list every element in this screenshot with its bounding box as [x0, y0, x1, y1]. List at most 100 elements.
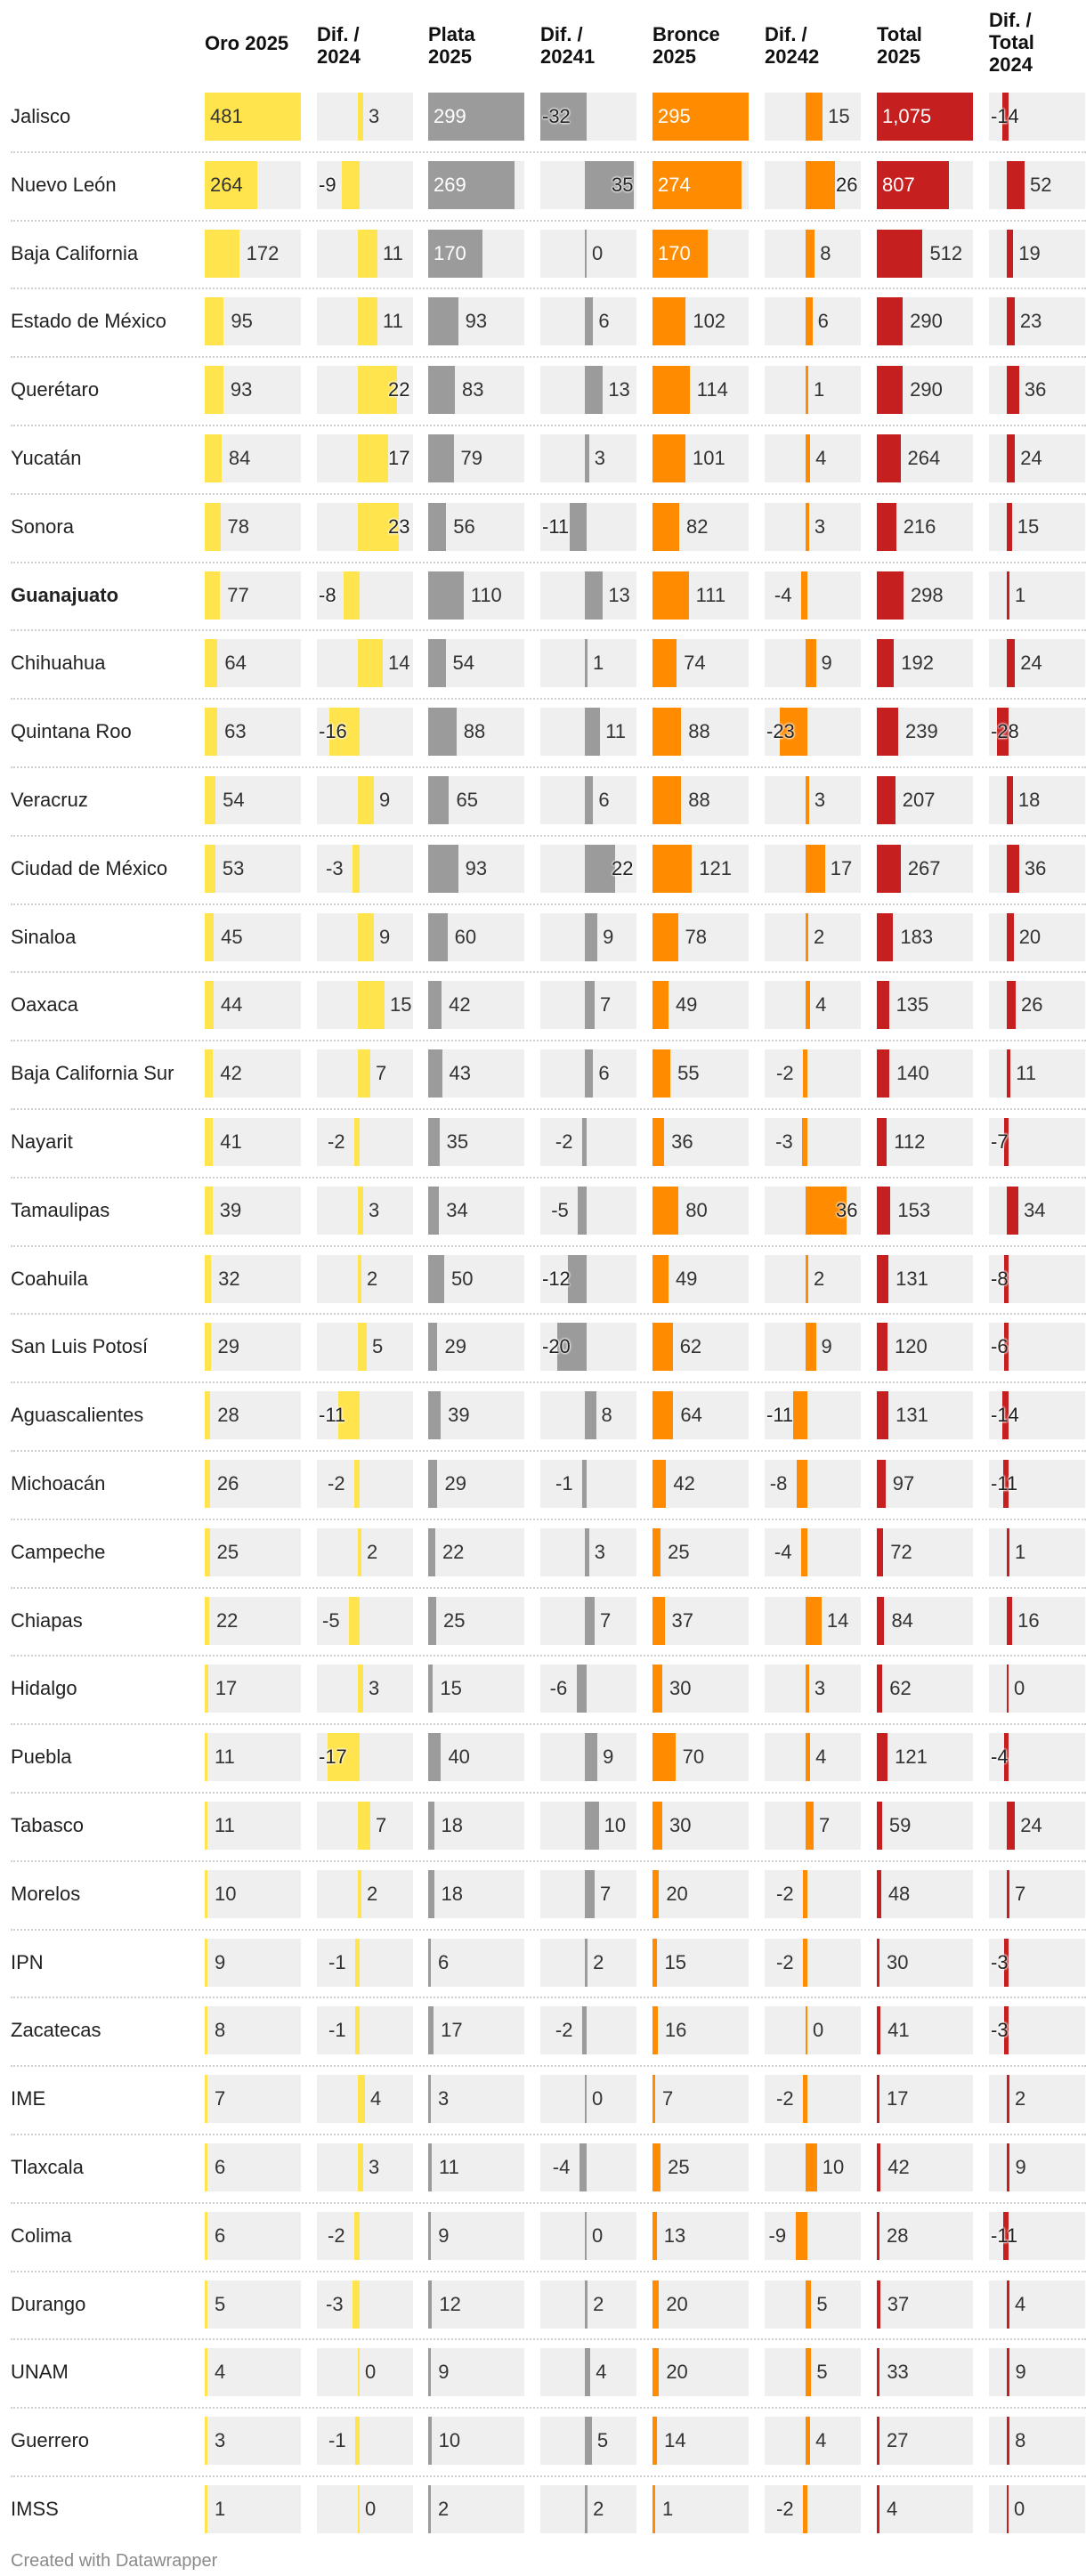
- bar-dif_oro-campeche: [358, 1527, 361, 1576]
- zero-axis: [806, 1938, 807, 1987]
- bar-oro-aguascalientes: [205, 1391, 211, 1440]
- value-dif_bronce-guanajuato: -4: [774, 583, 792, 606]
- zero-axis: [358, 1118, 360, 1166]
- value-plata-colima: 9: [438, 2224, 450, 2247]
- value-bronce-zacatecas: 16: [664, 2019, 687, 2042]
- bar-oro-morelos: [205, 1869, 207, 1918]
- value-plata-guanajuato: 110: [470, 583, 502, 606]
- value-dif_oro-zacatecas: -1: [328, 2019, 346, 2042]
- bar-dif_plata-morelos: [585, 1869, 595, 1918]
- cell-bg: [317, 1527, 413, 1576]
- value-bronce-sinaloa: 78: [685, 925, 708, 948]
- bar-bronce-baja-california: [652, 229, 709, 278]
- cell-bg: [765, 366, 861, 415]
- value-dif_bronce-michoacan: -8: [769, 1472, 788, 1495]
- cell-bg: [877, 2006, 973, 2055]
- row-separator: [11, 288, 1086, 290]
- cell-bg: [540, 2143, 636, 2191]
- zero-axis: [585, 1118, 587, 1166]
- cell-bg: [317, 93, 413, 141]
- row-label-aguascalientes: Aguascalientes: [11, 1404, 144, 1427]
- bar-dif_bronce-nayarit: [802, 1118, 806, 1166]
- value-oro-oaxaca: 44: [220, 993, 243, 1017]
- value-dif_oro-aguascalientes: -11: [319, 1404, 346, 1427]
- value-dif_plata-hidalgo: -6: [549, 1677, 568, 1700]
- cell-bg: [652, 1596, 749, 1645]
- bar-oro-hidalgo: [205, 1665, 208, 1713]
- bar-dif_oro-nuevo-leon: [342, 160, 358, 209]
- bar-plata-campeche: [428, 1527, 435, 1576]
- row-separator: [11, 1586, 1086, 1589]
- row-label-guanajuato: Guanajuato: [11, 583, 119, 606]
- zero-axis: [585, 1254, 587, 1303]
- value-dif_oro-sonora: 23: [388, 514, 410, 538]
- row-label-colima: Colima: [11, 2224, 72, 2247]
- bar-dif_oro-baja-california: [358, 229, 377, 278]
- row-label-veracruz: Veracruz: [11, 789, 88, 811]
- cell-bg: [540, 639, 636, 688]
- cell-bg: [540, 2211, 636, 2260]
- bar-bronce-jalisco: [652, 93, 749, 141]
- cell-bg: [652, 1665, 749, 1713]
- cell-bg: [428, 1323, 524, 1372]
- cell-bg: [540, 2485, 636, 2533]
- value-bronce-yucatan: 101: [692, 447, 725, 469]
- row-label-tabasco: Tabasco: [11, 1814, 84, 1836]
- bar-oro-zacatecas: [205, 2006, 207, 2055]
- bar-dif_total-chiapas: [1007, 1596, 1013, 1645]
- bar-bronce-ime: [652, 2075, 655, 2124]
- value-dif_bronce-zacatecas: 0: [813, 2019, 824, 2042]
- bar-dif_total-coahuila: [1003, 1254, 1007, 1303]
- bar-oro-guanajuato: [205, 571, 221, 620]
- value-dif_oro-chihuahua: 14: [388, 652, 410, 675]
- cell-bg: [652, 1938, 749, 1987]
- value-dif_total-jalisco: -14: [991, 105, 1019, 127]
- bar-dif_total-morelos: [1007, 1869, 1009, 1918]
- value-dif_total-tlaxcala: 9: [1015, 2156, 1026, 2178]
- zero-axis: [1007, 2485, 1009, 2533]
- bar-total-unam: [877, 2348, 880, 2397]
- cell-bg: [989, 1527, 1085, 1576]
- value-dif_total-imss: 0: [1014, 2498, 1025, 2520]
- bar-dif_bronce-sinaloa: [806, 912, 808, 961]
- value-oro-guanajuato: 77: [227, 583, 249, 606]
- value-bronce-imss: 1: [662, 2498, 674, 2520]
- bar-total-morelos: [877, 1869, 881, 1918]
- cell-bg: [540, 2280, 636, 2329]
- bar-dif_oro-san-luis-potosi: [358, 1323, 367, 1372]
- bar-bronce-michoacan: [652, 1460, 667, 1508]
- bar-total-aguascalientes: [877, 1391, 889, 1440]
- cell-bg: [877, 1323, 973, 1372]
- cell-bg: [989, 1049, 1085, 1098]
- bar-dif_oro-tamaulipas: [358, 1186, 363, 1235]
- cell-bg: [205, 502, 301, 551]
- bar-oro-veracruz: [205, 776, 216, 824]
- cell-bg: [428, 2485, 524, 2533]
- cell-bg: [540, 1665, 636, 1713]
- value-dif_oro-tabasco: 7: [376, 1814, 387, 1836]
- cell-bg: [765, 297, 861, 346]
- cell-bg: [428, 1869, 524, 1918]
- cell-bg: [989, 2280, 1085, 2329]
- row-label-yucatan: Yucatán: [11, 447, 82, 469]
- value-plata-queretaro: 83: [461, 378, 484, 401]
- bar-total-tlaxcala: [877, 2143, 881, 2191]
- value-dif_bronce-ipn: -2: [776, 1950, 794, 1973]
- cell-bg: [205, 1391, 301, 1440]
- cell-bg: [205, 1254, 301, 1303]
- value-total-ime: 17: [887, 2087, 909, 2110]
- footer-credit: Created with Datawrapper: [11, 2551, 218, 2571]
- bar-dif_total-jalisco: [1001, 93, 1007, 141]
- bar-dif_plata-campeche: [585, 1527, 589, 1576]
- bar-dif_oro-tlaxcala: [358, 2143, 363, 2191]
- bar-dif_plata-hidalgo: [576, 1665, 585, 1713]
- value-total-oaxaca: 135: [896, 993, 929, 1017]
- row-separator: [11, 219, 1086, 222]
- bar-dif_total-colima: [1002, 2211, 1007, 2260]
- bar-dif_bronce-oaxaca: [806, 981, 811, 1030]
- bar-bronce-sonora: [652, 502, 680, 551]
- cell-bg: [205, 2143, 301, 2191]
- row-separator: [11, 561, 1086, 563]
- bar-dif_oro-chiapas: [349, 1596, 358, 1645]
- cell-bg: [877, 1869, 973, 1918]
